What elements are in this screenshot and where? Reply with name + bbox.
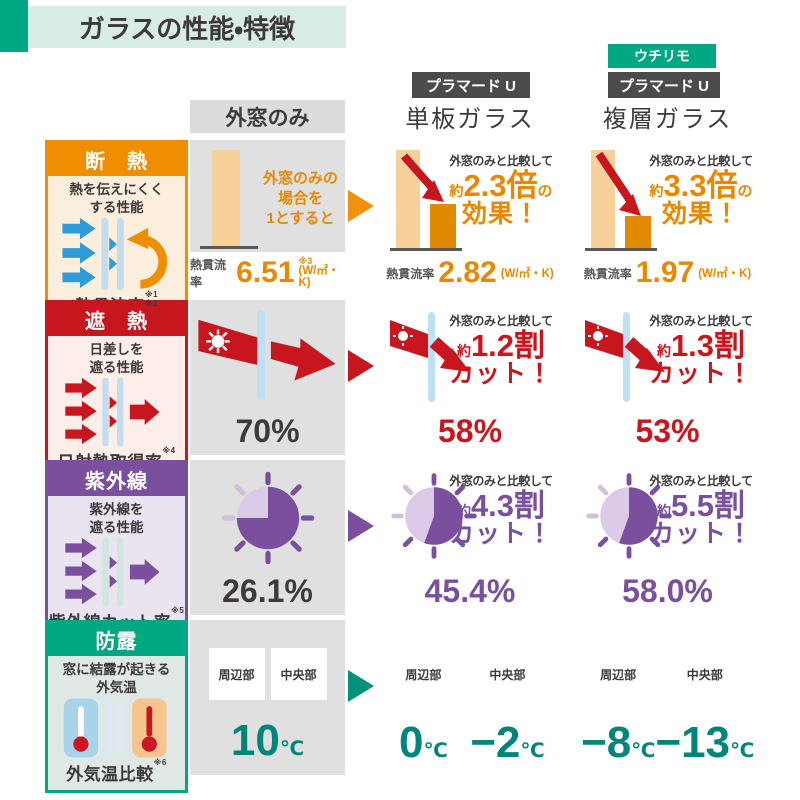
bar-chart-baseline-icon <box>200 150 258 249</box>
sun-arrow-icon <box>575 300 669 415</box>
effect-phrase: 外窓のみと比較して 約3.3倍の 効果！ <box>649 154 753 228</box>
column-header-double-glass: 複層ガラス <box>602 106 733 133</box>
temp-center-double: −13℃ <box>655 718 755 767</box>
uv-cut-single: 45.4% <box>424 573 516 609</box>
flow-arrow <box>345 460 380 615</box>
cell-heat-double: 外窓のみと比較して 約1.3割 カット！ 53% <box>575 300 760 455</box>
row-desc-heat-shield: 日差しを 遮る性能 <box>89 342 144 375</box>
edge-label-box: 周辺部 <box>395 648 452 700</box>
flow-arrow <box>345 140 380 295</box>
sun-pie-icon <box>575 460 677 569</box>
cut-phrase: 外窓のみと比較して 約1.2割 カット！ <box>448 314 553 388</box>
row-title-insulation: 断 熱 <box>48 143 185 176</box>
column-header-outer-only: 外窓のみ <box>190 100 345 133</box>
row-title-uv: 紫外線 <box>48 463 185 496</box>
heat-gain-outer: 70% <box>235 413 300 449</box>
cell-uv-double: 外窓のみと比較して 約5.5割 カット！ 58.0% <box>575 460 760 615</box>
baseline-bar-chart: 外窓のみの 場合を 1とすると <box>190 140 345 252</box>
uv-cut-double: 58.0% <box>622 573 713 609</box>
row-desc-insulation: 熱を伝えにくく する性能 <box>69 182 164 215</box>
cell-uv-outer-only: 26.1% <box>190 460 345 615</box>
page-title: ガラスの性能・特徴 <box>28 6 346 48</box>
center-label-box: 中央部 <box>270 648 327 700</box>
row-title-heat-shield: 遮 熱 <box>48 303 185 336</box>
edge-label-box: 周辺部 <box>208 648 265 700</box>
cell-uv-single: 外窓のみと比較して 約4.3割 カット！ 45.4% <box>380 460 560 615</box>
center-label-box: 中央部 <box>676 648 733 700</box>
cell-insulation-single: 外窓のみと比較して 約2.3倍の 効果！ 熱貫流率 2.82 (W/㎡・K) <box>380 140 560 295</box>
improved-bar-chart <box>575 140 760 252</box>
improved-bar-chart <box>380 140 560 252</box>
heat-gain-single: 58% <box>437 413 503 449</box>
cell-insulation-outer-only: 外窓のみの 場合を 1とすると 熱貫流率 6.51 ※3 (W/㎡・K) <box>190 140 345 295</box>
column-header-single-glass: 単板ガラス <box>405 106 535 133</box>
cell-condensation-single: 周辺部 0℃ 中央部 −2℃ <box>380 620 560 775</box>
flow-arrow <box>345 300 380 455</box>
comparison-grid: 断 熱 熱を伝えにくく する性能 <box>45 140 760 794</box>
uv-cut-outer: 26.1% <box>222 573 313 609</box>
sun-pie-icon <box>380 460 482 569</box>
u-value-outer: 熱貫流率 6.51 ※3 (W/㎡・K) <box>190 256 340 290</box>
row-label-heat-shield: 遮 熱 日差しを 遮る性能 <box>45 300 188 482</box>
flow-arrow <box>345 620 380 775</box>
cut-phrase: 外窓のみと比較して 約1.3割 カット！ <box>648 314 753 388</box>
cell-condensation-double: 周辺部 −8℃ 中央部 −13℃ <box>575 620 760 775</box>
row-label-insulation: 断 熱 熱を伝えにくく する性能 <box>45 140 188 326</box>
uv-icon <box>48 536 185 608</box>
cell-heat-single: 外窓のみと比較して 約1.2割 カット！ 58% <box>380 300 560 455</box>
cut-phrase: 外窓のみと比較して 約5.5割 カット！ <box>648 474 753 548</box>
heat-shield-icon <box>48 376 185 448</box>
bar-chart-improved-icon <box>390 150 462 251</box>
row-title-condensation: 防露 <box>48 623 185 656</box>
edge-label-box: 周辺部 <box>590 648 647 700</box>
condensation-icon <box>48 696 185 760</box>
bar-chart-improved-icon <box>585 150 657 251</box>
plamade-u-badge-double: プラマード U <box>608 72 720 98</box>
insulation-icon <box>48 216 185 292</box>
sun-arrow-icon <box>190 300 345 406</box>
title-accent-square <box>0 0 28 52</box>
cut-phrase: 外窓のみと比較して 約4.3割 カット！ <box>448 474 553 548</box>
u-value-single: 熱貫流率 2.82 (W/㎡・K) <box>386 256 554 289</box>
row-desc-uv: 紫外線を 遮る性能 <box>89 502 144 535</box>
metric-name-condensation: 外気温比較※6 <box>66 758 167 785</box>
row-label-condensation: 防露 窓に結露が起きる 外気温 外気温比較※6 <box>45 620 188 794</box>
u-value-double: 熱貫流率 1.97 (W/㎡・K) <box>583 256 752 289</box>
uchirimo-badge: ウチリモ <box>608 44 716 68</box>
plamade-u-badge-single: プラマード U <box>412 72 530 98</box>
row-desc-condensation: 窓に結露が起きる 外気温 <box>62 662 171 695</box>
sun-pie-icon <box>190 460 345 570</box>
cell-heat-outer-only: 70% <box>190 300 345 455</box>
center-label-box: 中央部 <box>479 648 536 700</box>
sun-arrow-icon <box>380 300 474 415</box>
effect-phrase: 外窓のみと比較して 約2.3倍の 効果！ <box>449 154 553 228</box>
temp-center-single: −2℃ <box>470 718 545 767</box>
temp-edge-single: 0℃ <box>399 718 448 767</box>
cell-condensation-outer-only: 周辺部 中央部 10℃ <box>190 620 345 775</box>
row-label-uv: 紫外線 紫外線を 遮る性能 <box>45 460 188 642</box>
baseline-note: 外窓のみの 場合を 1とすると <box>262 169 338 228</box>
cell-insulation-double: 外窓のみと比較して 約3.3倍の 効果！ 熱貫流率 1.97 (W/㎡・K) <box>575 140 760 295</box>
temp-outer: 10℃ <box>230 716 305 765</box>
heat-gain-double: 53% <box>635 413 700 449</box>
temp-edge-double: −8℃ <box>581 718 656 767</box>
